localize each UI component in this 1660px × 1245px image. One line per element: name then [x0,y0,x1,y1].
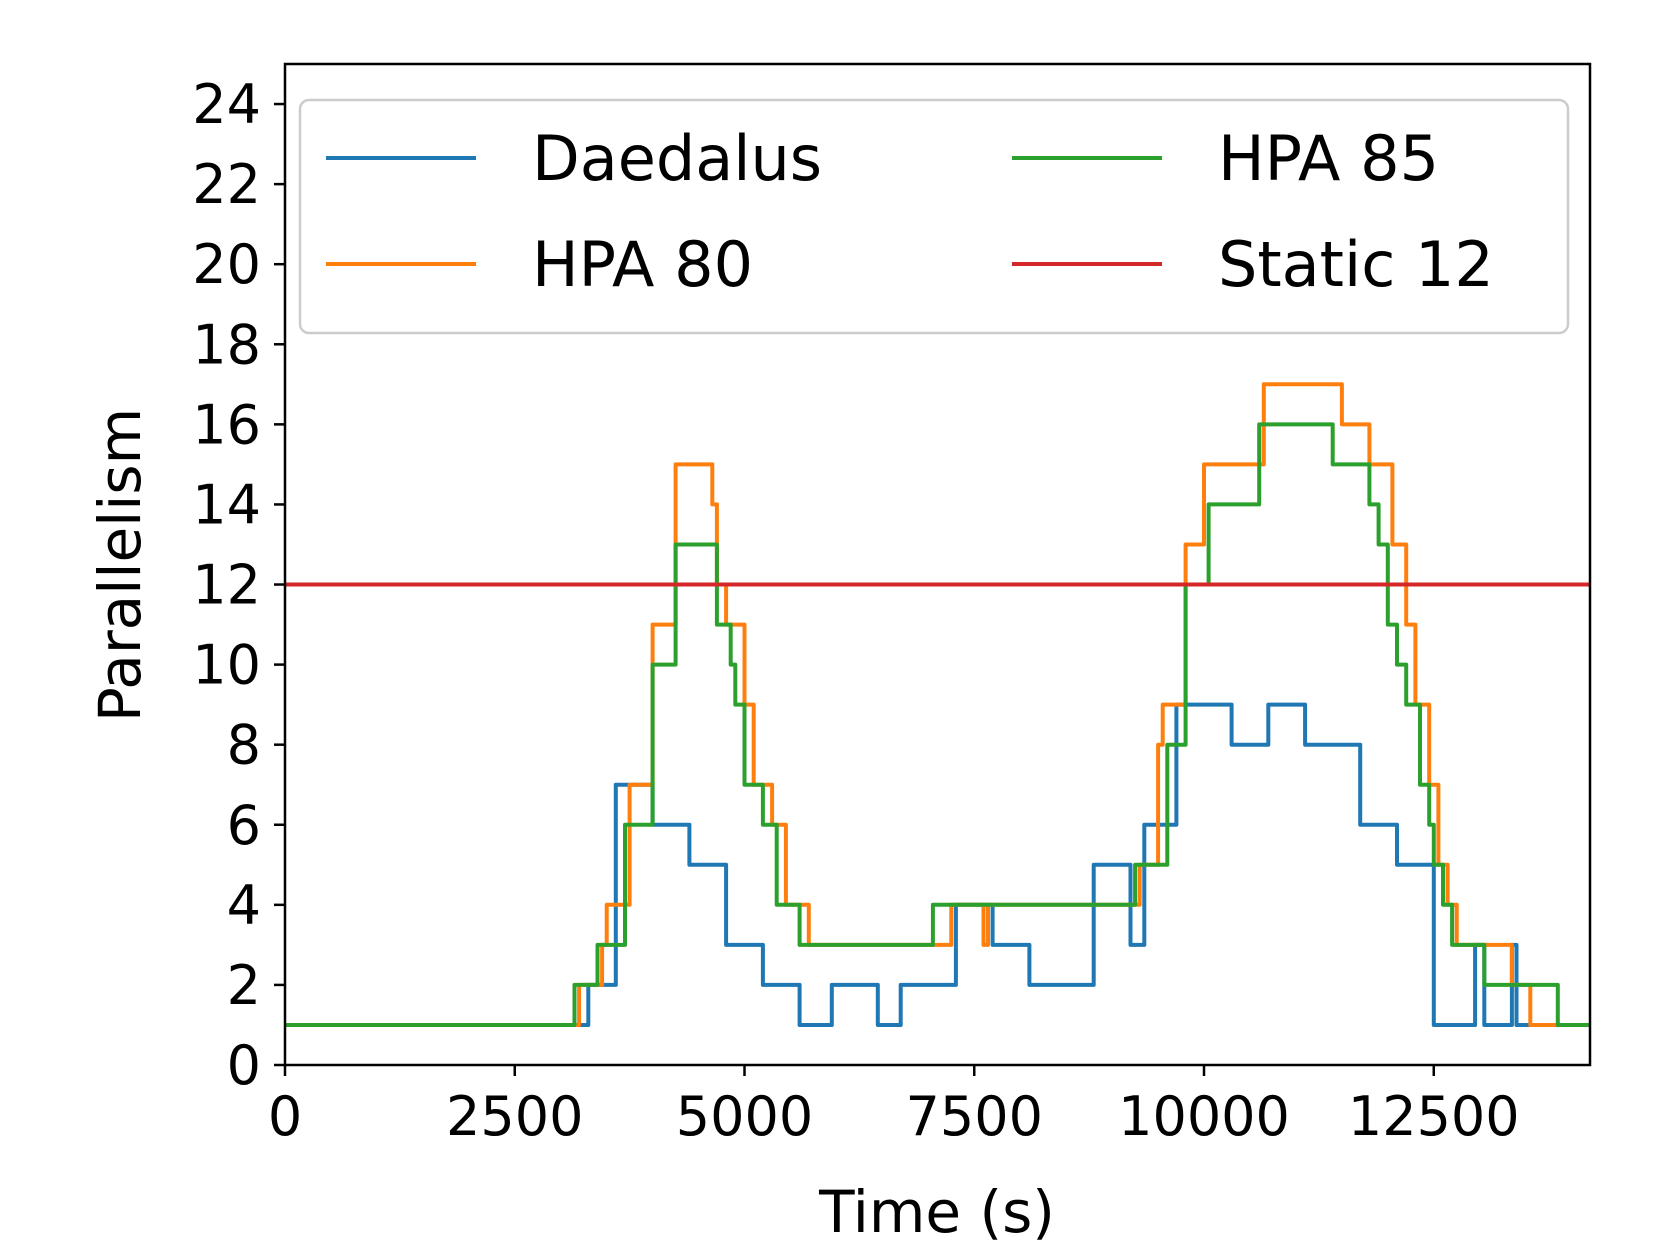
y-tick-label: 8 [227,714,261,777]
plot-frame [283,62,1592,1067]
x-tick-label: 7500 [906,1085,1043,1148]
legend-frame [298,98,1570,335]
x-tick-label: 12500 [1348,1085,1520,1148]
axes-layer: 0 2500 5000 7500 10000 1250002468101214161820… [192,62,1592,1148]
x-tick-label: 10000 [1118,1085,1290,1148]
y-tick-label: 4 [227,874,261,937]
y-tick-label: 16 [192,393,261,456]
y-tick-label: 10 [192,634,261,697]
legend-label-hpa-85: HPA 85 [1218,122,1439,195]
series-layer [285,382,1590,1027]
x-tick-label: 0 [268,1085,302,1148]
y-tick-label: 20 [192,233,261,296]
y-tick-label: 24 [192,73,261,136]
legend-label-daedalus: Daedalus [532,122,822,195]
legend-label-static-12: Static 12 [1218,228,1494,301]
y-tick-label: 2 [227,954,261,1017]
y-tick-label: 18 [192,313,261,376]
legend-label-hpa-80: HPA 80 [532,228,753,301]
y-tick-label: 22 [192,153,261,216]
legend: Daedalus HPA 80 HPA 85 Static 12 [298,98,1570,335]
x-axis-label: Time (s) [818,1178,1055,1245]
y-axis-label: Parallelism [86,408,154,722]
x-tick-label: 5000 [676,1085,813,1148]
x-tick-label: 2500 [446,1085,583,1148]
y-tick-label: 0 [227,1034,261,1097]
series-line-daedalus [285,702,1590,1027]
y-tick-label: 12 [192,554,261,617]
y-tick-label: 14 [192,473,261,536]
y-tick-label: 6 [227,794,261,857]
series-line-hpa-85 [285,422,1590,1027]
